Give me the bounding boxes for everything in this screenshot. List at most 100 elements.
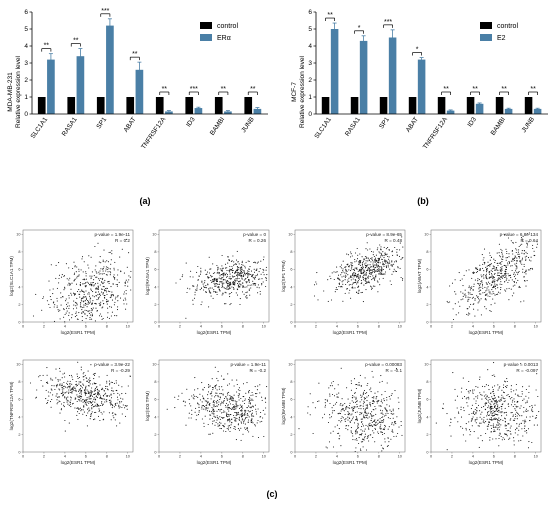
scatter-point: [490, 310, 492, 313]
scatter-point: [88, 407, 90, 409]
scatter-point: [383, 415, 386, 417]
scatter-point: [93, 285, 95, 287]
scatter-point: [362, 271, 364, 273]
scatter-point: [211, 423, 214, 425]
scatter-point: [238, 407, 241, 409]
scatter-point: [106, 287, 108, 290]
scatter-point: [480, 289, 482, 291]
scatter-point: [369, 272, 371, 274]
scatter-point: [48, 303, 50, 305]
scatter-point: [98, 271, 100, 273]
scatter-point: [236, 391, 238, 393]
scatter-point: [68, 392, 70, 394]
scatter-point: [88, 391, 90, 393]
x-tick-label: ABAT: [405, 116, 420, 134]
scatter-point: [468, 413, 470, 415]
scatter-point: [479, 416, 481, 418]
scatter-point: [346, 264, 348, 266]
scatter-point: [102, 419, 104, 421]
scatter-point: [96, 276, 98, 278]
scatter-point: [481, 276, 483, 278]
scatter-point: [527, 269, 529, 271]
scatter-point: [360, 429, 362, 431]
scatter-point: [189, 288, 191, 290]
scatter-point: [84, 300, 86, 302]
scatter-point: [485, 266, 487, 268]
p-value-label: p-value = 1.9e-11: [94, 232, 130, 237]
bar-treated: [330, 29, 339, 114]
scatter-point: [208, 384, 210, 386]
scatter-point: [102, 404, 104, 406]
scatter-point: [229, 271, 231, 273]
scatter-point: [365, 424, 367, 426]
scatter-point: [458, 412, 460, 414]
scatter-point: [515, 248, 517, 250]
scatter-point: [237, 411, 240, 413]
scatter-point: [449, 285, 451, 287]
scatter-point: [483, 274, 485, 276]
scatter-point: [509, 437, 511, 439]
scatter-point: [100, 262, 102, 264]
scatter-point: [110, 394, 112, 396]
scatter-point: [226, 416, 228, 418]
scatter-point: [484, 306, 486, 308]
scatter-point: [256, 275, 258, 277]
scatter-point: [206, 273, 208, 275]
scatter-point: [446, 413, 448, 415]
scatter-point: [476, 406, 478, 409]
scatter-point: [251, 418, 253, 421]
scatter-point: [227, 281, 229, 283]
scatter-point: [59, 389, 61, 391]
scatter-point: [109, 404, 112, 406]
scatter-point: [110, 296, 112, 298]
scatter-point: [110, 306, 113, 308]
scatter-point: [258, 278, 260, 280]
scatter-point: [487, 413, 489, 415]
scatter-point: [517, 251, 519, 253]
scatter-point: [480, 274, 482, 276]
scatter-point: [217, 425, 219, 427]
scatter-point: [218, 273, 220, 275]
scatter-point: [499, 386, 501, 388]
scatter-point: [402, 246, 404, 248]
scatter-point: [366, 437, 368, 440]
scatter-point: [507, 237, 510, 239]
scatter-point: [89, 377, 91, 379]
scatter-point: [97, 286, 99, 288]
scatter-point: [347, 419, 349, 421]
scatter-point: [89, 318, 91, 320]
scatter-point: [124, 415, 127, 417]
scatter-point: [452, 318, 455, 321]
scatter-point: [498, 407, 500, 409]
scatter-point: [235, 278, 237, 280]
scatter-point: [326, 399, 328, 401]
scatter-point: [372, 271, 374, 273]
scatter-point: [229, 296, 231, 298]
scatter-point: [369, 402, 371, 404]
scatter-point: [482, 259, 484, 261]
scatter-point: [236, 271, 238, 274]
scatter-point: [216, 293, 218, 296]
scatter-point: [532, 411, 534, 413]
scatter-point: [184, 401, 186, 403]
scatter-point: [223, 278, 225, 281]
scatter-point: [59, 379, 61, 381]
scatter-point: [98, 273, 100, 275]
scatter-point: [471, 297, 473, 299]
scatter-point: [80, 385, 82, 387]
scatter-point: [92, 281, 95, 284]
scatter-point: [384, 262, 387, 264]
scatter-point: [351, 419, 353, 421]
scatter-point: [344, 272, 346, 274]
scatter-point: [215, 400, 217, 402]
scatter-point: [68, 374, 71, 377]
scatter-point: [215, 384, 218, 386]
x-tick-label: 0: [158, 455, 160, 459]
scatter-point: [337, 413, 339, 415]
scatter-point: [236, 406, 238, 408]
scatter-point: [111, 412, 113, 414]
scatter-point: [380, 255, 382, 257]
scatter-point: [508, 256, 510, 258]
scatter-point: [367, 382, 369, 385]
scatter-point: [78, 396, 80, 398]
